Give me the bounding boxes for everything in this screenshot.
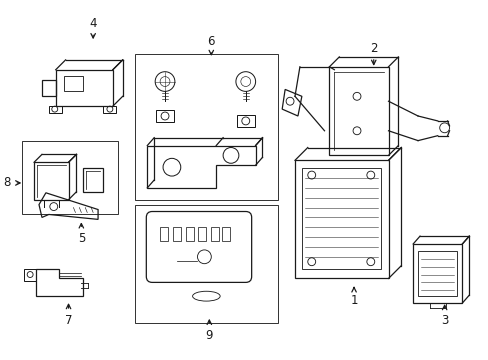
Text: 4: 4 xyxy=(89,17,97,30)
Text: 2: 2 xyxy=(369,42,377,55)
Text: 5: 5 xyxy=(78,232,85,245)
Text: 9: 9 xyxy=(205,329,213,342)
Text: 8: 8 xyxy=(3,176,10,189)
Text: 7: 7 xyxy=(64,314,72,327)
Text: 3: 3 xyxy=(440,314,447,327)
Text: 6: 6 xyxy=(207,35,215,48)
Text: 1: 1 xyxy=(349,294,357,307)
